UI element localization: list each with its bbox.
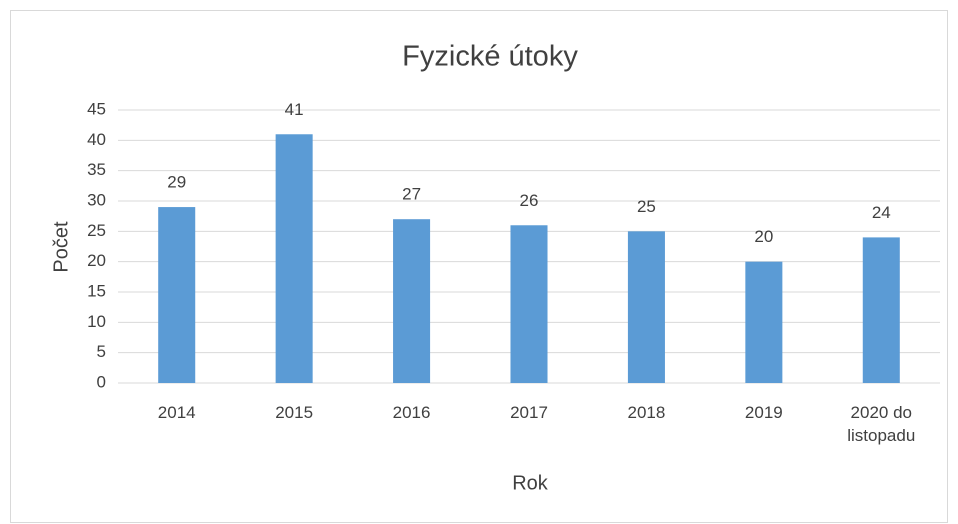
bar	[275, 134, 313, 383]
x-tick-container: 2014	[157, 403, 196, 422]
bar	[627, 231, 665, 383]
x-tick-container: 2017	[510, 403, 548, 422]
data-label: 26	[520, 191, 539, 210]
data-label: 41	[285, 100, 304, 119]
bar	[393, 219, 431, 383]
y-tick-label: 10	[87, 312, 106, 331]
data-label: 29	[167, 173, 186, 192]
x-tick-label: 2017	[510, 403, 548, 422]
y-tick-label: 45	[87, 99, 106, 118]
bar	[862, 237, 900, 383]
x-tick-label: 2015	[275, 403, 314, 422]
y-tick-label: 25	[87, 221, 106, 240]
y-tick-label: 20	[87, 251, 106, 270]
bar	[158, 207, 196, 383]
y-tick-label: 0	[97, 372, 106, 391]
x-tick-container: 2020 do listopadu	[847, 403, 916, 445]
x-tick-container: 2018	[627, 403, 666, 422]
y-tick-label: 5	[97, 342, 106, 361]
y-tick-label: 35	[87, 160, 106, 179]
x-tick-label: 2019	[744, 403, 783, 422]
x-tick-container: 2015	[275, 403, 314, 422]
x-tick-label: 2014	[157, 403, 196, 422]
x-axis-label: Rok	[512, 472, 549, 494]
chart-title: Fyzické útoky	[402, 41, 578, 73]
y-tick-label: 40	[87, 130, 106, 149]
bar	[510, 225, 548, 383]
data-label: 20	[754, 227, 773, 246]
x-tick-label: 2016	[392, 403, 431, 422]
bar	[745, 261, 783, 383]
x-tick-container: 2016	[392, 403, 431, 422]
x-tick-container: 2019	[744, 403, 783, 422]
data-label: 25	[637, 197, 656, 216]
x-tick-label: 2018	[627, 403, 666, 422]
data-label: 27	[402, 185, 421, 204]
data-label: 24	[872, 203, 891, 222]
x-tick-label: 2020 do listopadu	[847, 403, 916, 445]
y-tick-label: 30	[87, 190, 106, 209]
y-axis-label: Počet	[50, 221, 72, 273]
y-tick-label: 15	[87, 281, 106, 300]
